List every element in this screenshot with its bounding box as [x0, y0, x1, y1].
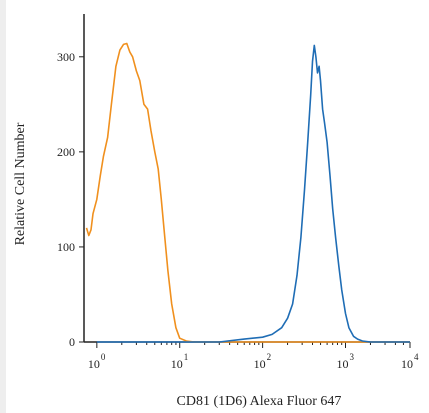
x-tick-base: 10 — [401, 357, 413, 371]
y-tick-label: 300 — [57, 50, 75, 64]
x-tick-base: 10 — [337, 357, 349, 371]
x-tick-label: 10 2 — [254, 352, 272, 371]
y-tick-label: 0 — [69, 335, 75, 349]
x-axis: 10 0 10 1 10 2 10 3 10 4 — [84, 341, 419, 371]
x-tick-exponent: 1 — [184, 352, 189, 362]
y-tick-label: 200 — [57, 145, 75, 159]
x-tick-label: 10 4 — [401, 352, 419, 371]
x-tick-exponent: 2 — [267, 352, 272, 362]
x-tick-exponent: 3 — [350, 352, 355, 362]
x-tick-label: 10 1 — [171, 352, 189, 371]
x-tick-base: 10 — [254, 357, 266, 371]
y-axis: 0 100 200 300 — [57, 14, 85, 349]
histogram-series-2 — [96, 44, 410, 343]
x-tick-label: 10 0 — [88, 352, 106, 371]
x-tick-exponent: 0 — [101, 352, 106, 362]
x-tick-base: 10 — [88, 357, 100, 371]
histogram-series-1 — [85, 42, 410, 343]
x-tick-exponent: 4 — [414, 352, 419, 362]
x-tick-label: 10 3 — [337, 352, 355, 371]
x-axis-label: CD81 (1D6) Alexa Fluor 647 — [177, 394, 342, 409]
y-tick-label: 100 — [57, 240, 75, 254]
y-axis-label: Relative Cell Number — [13, 122, 28, 245]
series-layer — [85, 42, 410, 343]
x-tick-base: 10 — [171, 357, 183, 371]
